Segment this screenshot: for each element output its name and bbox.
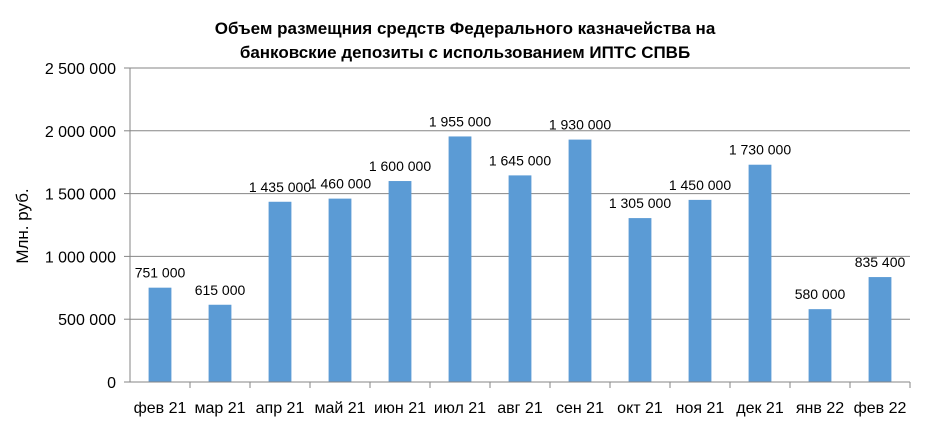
bar — [388, 181, 412, 382]
bar — [748, 164, 772, 382]
bar — [148, 287, 172, 382]
data-label: 1 600 000 — [369, 158, 431, 174]
y-tick-label: 0 — [107, 375, 116, 392]
x-category-label: апр 21 — [256, 400, 305, 417]
y-tick-label: 2 000 000 — [45, 124, 116, 141]
x-category-label: мар 21 — [194, 400, 245, 417]
x-axis-categories: фев 21 мар 21 апр 21 май 21 июн 21 июл 21 авг … — [134, 382, 911, 417]
data-label: 1 730 000 — [729, 142, 791, 158]
bar — [268, 201, 292, 382]
x-category-label: фев 22 — [854, 400, 907, 417]
chart-title-line-2: банковские депозиты с использованием ИПТ… — [240, 43, 690, 62]
bar — [508, 175, 532, 382]
data-label: 580 000 — [795, 286, 846, 302]
data-label: 1 435 000 — [249, 179, 311, 195]
bar — [568, 139, 592, 382]
y-tick-label: 1 500 000 — [45, 187, 116, 204]
x-category-label: дек 21 — [736, 400, 784, 417]
data-label: 1 645 000 — [489, 152, 551, 168]
data-label: 751 000 — [135, 265, 186, 281]
bar — [208, 304, 232, 382]
bars — [148, 136, 892, 382]
x-category-label: июн 21 — [374, 400, 426, 417]
x-category-label: май 21 — [314, 400, 365, 417]
y-tick-label: 1 000 000 — [45, 249, 116, 266]
chart-title-line-1: Объем размещния средств Федерального каз… — [215, 19, 716, 38]
bar — [448, 136, 472, 382]
x-category-label: июл 21 — [434, 400, 486, 417]
y-axis-ticks: 0 500 000 1 000 000 1 500 000 2 000 000 2 500… — [45, 61, 130, 392]
data-label: 1 930 000 — [549, 117, 611, 133]
x-category-label: фев 21 — [134, 400, 187, 417]
x-category-label: окт 21 — [617, 400, 663, 417]
data-label: 1 450 000 — [669, 177, 731, 193]
y-axis-label: Млн. руб. — [13, 188, 32, 263]
data-label: 1 955 000 — [429, 113, 491, 129]
bar — [688, 199, 712, 382]
data-label: 835 400 — [855, 254, 906, 270]
x-category-label: авг 21 — [497, 400, 543, 417]
y-tick-label: 500 000 — [58, 312, 116, 329]
bar — [868, 277, 892, 382]
y-tick-label: 2 500 000 — [45, 61, 116, 78]
data-label: 1 460 000 — [309, 176, 371, 192]
data-label: 1 305 000 — [609, 195, 671, 211]
x-category-label: сен 21 — [556, 400, 604, 417]
x-category-label: ноя 21 — [676, 400, 725, 417]
bar — [328, 198, 352, 382]
bar — [808, 309, 832, 382]
x-category-label: янв 22 — [796, 400, 844, 417]
data-label: 615 000 — [195, 282, 246, 298]
bar — [628, 218, 652, 382]
